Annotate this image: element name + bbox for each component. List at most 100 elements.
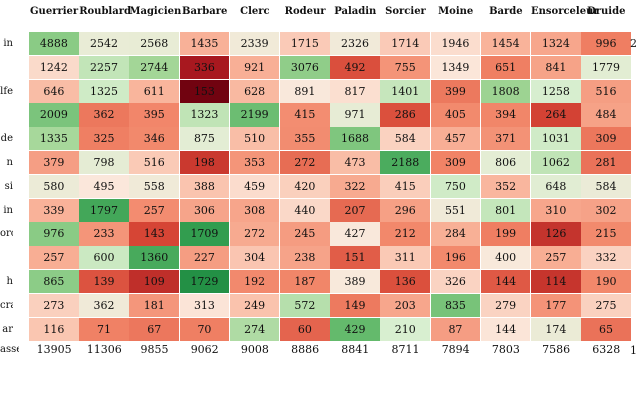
heatmap-cell: 257 <box>129 198 181 223</box>
heatmap-cell: 257 <box>531 246 582 271</box>
heatmap-cell: 750 <box>430 174 482 200</box>
heatmap-cell: 71 <box>79 317 130 342</box>
heatmap-cell: 326 <box>430 270 482 295</box>
heatmap-cell: 126 <box>531 222 582 247</box>
heatmap-cell: 891 <box>280 79 331 104</box>
heatmap-cell: 67 <box>129 317 181 342</box>
heatmap-cell: 484 <box>581 103 632 128</box>
heatmap-cell: 510 <box>229 127 281 152</box>
heatmap-cell: 1360 <box>129 246 181 271</box>
column-total: 7586 <box>542 343 571 356</box>
row-label <box>0 246 13 269</box>
heatmap-cell: 1709 <box>179 222 231 247</box>
heatmap-cell: 313 <box>179 293 231 319</box>
heatmap-cell: 835 <box>430 293 482 319</box>
heatmap-cell: 600 <box>79 246 130 271</box>
heatmap-cell: 1797 <box>79 198 130 223</box>
heatmap-cell: 2199 <box>229 103 281 128</box>
heatmap-cell: 272 <box>280 151 331 176</box>
heatmap-cell: 415 <box>380 174 432 200</box>
heatmap-cell: 1323 <box>179 103 231 128</box>
heatmap-cell: 1946 <box>430 32 482 57</box>
heatmap-cell: 302 <box>581 198 632 223</box>
heatmap-cell: 865 <box>29 270 80 295</box>
heatmap-cell: 1714 <box>380 32 432 57</box>
heatmap-cell: 971 <box>330 103 381 128</box>
heatmap-cell: 976 <box>29 222 80 247</box>
heatmap-cell: 192 <box>229 270 281 295</box>
heatmap-cell: 143 <box>129 222 181 247</box>
heatmap-cell: 457 <box>430 127 482 152</box>
heatmap-cell: 572 <box>280 293 331 319</box>
column-header: Barbare <box>182 6 228 17</box>
heatmap-cell: 755 <box>380 55 432 81</box>
heatmap-cell: 274 <box>229 317 281 342</box>
heatmap-cell: 87 <box>430 317 482 342</box>
heatmap-cell: 144 <box>480 317 532 342</box>
heatmap-cell: 817 <box>330 79 381 104</box>
heatmap-cell: 1401 <box>380 79 432 104</box>
heatmap-cell: 362 <box>79 103 130 128</box>
row-label <box>0 56 13 79</box>
heatmap-cell: 249 <box>229 293 281 319</box>
column-total: 9855 <box>140 343 169 356</box>
column-header: Barde <box>489 6 523 17</box>
heatmap-cell: 339 <box>29 198 80 223</box>
heatmap-cell: 389 <box>330 270 381 295</box>
heatmap-cell: 1349 <box>430 55 482 81</box>
column-total: 11306 <box>86 343 122 356</box>
heatmap-cell: 336 <box>179 55 231 81</box>
heatmap-cell: 275 <box>581 293 632 319</box>
heatmap-cell: 332 <box>581 246 632 271</box>
heatmap-cell: 646 <box>29 79 80 104</box>
heatmap-cell: 400 <box>480 246 532 271</box>
heatmap-cell: 116 <box>29 317 80 342</box>
column-header: Guerrier <box>30 6 79 17</box>
heatmap-cell: 109 <box>129 270 181 295</box>
heatmap-cell: 420 <box>280 174 331 200</box>
heatmap-cell: 516 <box>581 79 632 104</box>
heatmap-cell: 346 <box>129 127 181 152</box>
heatmap-cell: 584 <box>581 174 632 200</box>
heatmap-cell: 352 <box>480 174 532 200</box>
heatmap-cell: 353 <box>229 151 281 176</box>
heatmap-cell: 139 <box>79 270 130 295</box>
heatmap-cell: 153 <box>179 79 231 104</box>
heatmap-cell: 584 <box>380 127 432 152</box>
column-header: Druide <box>587 6 626 17</box>
row-label: lfe <box>0 85 13 97</box>
heatmap-cell: 415 <box>280 103 331 128</box>
heatmap-cell: 1715 <box>280 32 331 57</box>
heatmap-cell: 309 <box>430 151 482 176</box>
column-total: 8841 <box>341 343 370 356</box>
heatmap-cell: 198 <box>179 151 231 176</box>
right-edge-value: 1 <box>630 344 637 357</box>
heatmap-cell: 459 <box>229 174 281 200</box>
heatmap-cell: 322 <box>330 174 381 200</box>
heatmap-cell: 210 <box>380 317 432 342</box>
heatmap-cell: 136 <box>380 270 432 295</box>
column-total: 7894 <box>441 343 470 356</box>
heatmap-cell: 65 <box>581 317 632 342</box>
heatmap-cell: 60 <box>280 317 331 342</box>
column-header: Magicien <box>129 6 182 17</box>
heatmap-cell: 371 <box>480 127 532 152</box>
heatmap-cell: 798 <box>79 151 130 176</box>
row-label: in <box>3 204 13 216</box>
heatmap-cell: 306 <box>179 198 231 223</box>
column-total: 6328 <box>592 343 621 356</box>
column-header: Ensorceleur <box>531 6 599 17</box>
row-label: de <box>0 133 13 145</box>
heatmap-cell: 362 <box>79 293 130 319</box>
heatmap-cell: 149 <box>330 293 381 319</box>
heatmap-cell: 207 <box>330 198 381 223</box>
heatmap-cell: 1729 <box>179 270 231 295</box>
row-label: cra <box>0 299 13 311</box>
heatmap-cell: 1242 <box>29 55 80 81</box>
heatmap-cell: 233 <box>79 222 130 247</box>
heatmap-cell: 516 <box>129 151 181 176</box>
heatmap-cell: 492 <box>330 55 381 81</box>
row-label: h <box>6 276 13 287</box>
heatmap-cell: 558 <box>129 174 181 200</box>
